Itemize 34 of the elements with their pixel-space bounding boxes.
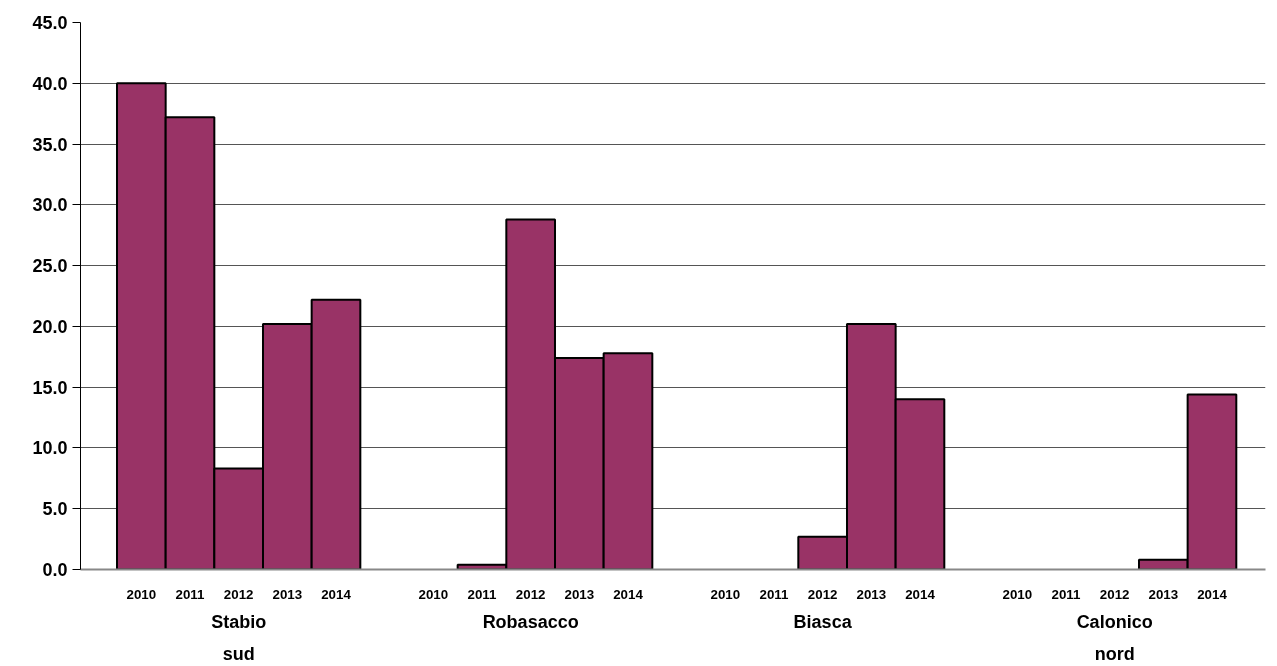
y-tick-label: 20.0 xyxy=(32,316,68,337)
y-tick-label: 0.0 xyxy=(42,560,68,580)
y-tick-label: 35.0 xyxy=(32,134,68,155)
x-tick-label: 2013 xyxy=(272,586,303,602)
x-tick-label: 2011 xyxy=(1051,586,1082,602)
x-tick-label: 2010 xyxy=(126,586,157,602)
y-tick-label: 15.0 xyxy=(32,377,68,398)
x-tick-label: 2014 xyxy=(321,586,352,602)
y-tick-label: 25.0 xyxy=(32,256,68,277)
x-tick-label: 2011 xyxy=(759,586,790,602)
x-tick-label: 2012 xyxy=(807,586,838,602)
x-tick-label: 2012 xyxy=(1099,586,1130,602)
y-tick-label: 30.0 xyxy=(32,195,68,216)
x-tick-label: 2012 xyxy=(223,586,254,602)
x-tick-label: 2014 xyxy=(613,586,644,602)
y-tick-label: 5.0 xyxy=(42,499,68,520)
x-tick-label: 2011 xyxy=(175,586,206,602)
x-tick-label: 2010 xyxy=(710,586,741,602)
text: Robasacco xyxy=(482,611,579,632)
x-tick-label: 2010 xyxy=(1002,586,1033,602)
y-tick-label: 45.0 xyxy=(32,13,68,33)
x-tick-label: 2013 xyxy=(856,586,887,602)
x-tick-label: 2010 xyxy=(418,586,449,602)
x-tick-label: 2011 xyxy=(467,586,498,602)
x-tick-label: 2014 xyxy=(905,586,936,602)
x-tick-label: 2013 xyxy=(1148,586,1179,602)
x-tick-label: 2012 xyxy=(515,586,546,602)
y-tick-label: 40.0 xyxy=(32,73,68,94)
x-tick-label: 2014 xyxy=(1197,586,1228,602)
text: Calonico nord xyxy=(1076,611,1153,664)
text: Biasca xyxy=(793,611,853,632)
x-tick-label: 2013 xyxy=(564,586,595,602)
y-tick-label: 10.0 xyxy=(32,438,68,459)
text: Stabio sud xyxy=(211,611,267,664)
